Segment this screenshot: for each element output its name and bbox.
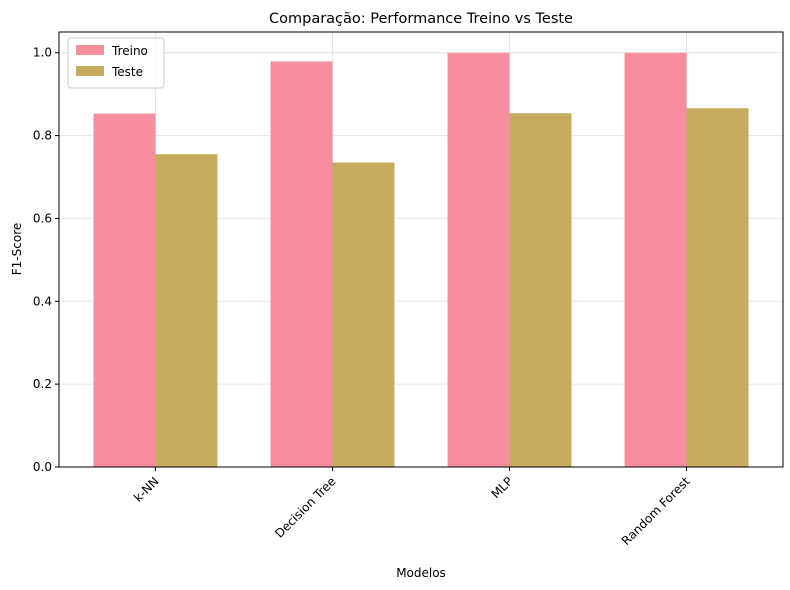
bar-treino: [447, 52, 510, 467]
legend-label: Treino: [111, 44, 148, 58]
bar-teste: [686, 108, 749, 467]
bar-treino: [624, 52, 687, 467]
y-axis: 0.0 0.2 0.4 0.6 0.8 1.0: [33, 46, 59, 474]
plot-frame: [58, 31, 784, 468]
x-tick-label: k-NN: [131, 474, 162, 505]
chart-title: Comparação: Performance Treino vs Teste: [269, 11, 573, 27]
y-tick-label: 1.0: [33, 46, 52, 60]
legend: Treino Teste: [67, 37, 165, 89]
legend-label: Teste: [111, 65, 143, 79]
bar-treino: [270, 61, 333, 468]
y-tick-label: 0.0: [33, 460, 52, 474]
bar-treino: [93, 113, 156, 467]
legend-swatch: [76, 45, 104, 55]
y-axis-label: F1-Score: [10, 223, 24, 275]
x-axis: k-NN Decision Tree MLP Random Forest: [131, 467, 693, 548]
bar-teste: [332, 162, 395, 467]
bars: [93, 52, 749, 468]
bar-teste: [155, 154, 218, 467]
bar-teste: [509, 113, 572, 467]
y-tick-label: 0.8: [33, 129, 52, 143]
x-axis-label: Modelos: [396, 566, 446, 580]
y-tick-label: 0.2: [33, 377, 52, 391]
x-tick-label: MLP: [489, 474, 516, 501]
x-tick-label: Random Forest: [619, 474, 693, 548]
y-tick-label: 0.6: [33, 211, 52, 225]
y-tick-label: 0.4: [33, 294, 52, 308]
legend-swatch: [76, 66, 104, 76]
x-tick-label: Decision Tree: [272, 474, 338, 540]
